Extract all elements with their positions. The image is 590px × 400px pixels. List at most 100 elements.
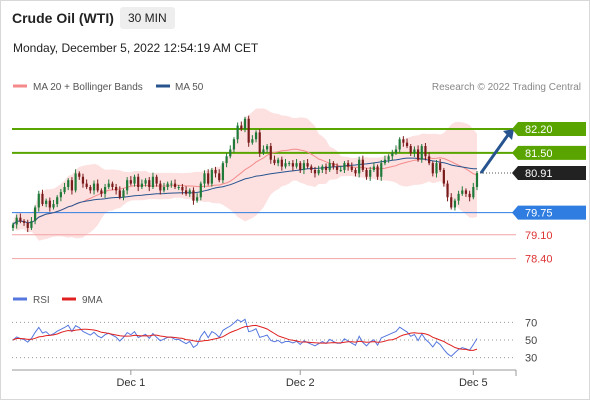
candle-body: [118, 190, 121, 198]
candle-body: [258, 132, 261, 153]
ma20-legend-label: MA 20 + Bollinger Bands: [33, 82, 143, 93]
candle-body: [151, 176, 155, 187]
candle-body: [115, 187, 118, 191]
candle-body: [428, 156, 431, 164]
candle-body: [435, 163, 438, 174]
candle-body: [302, 163, 306, 170]
candle-body: [166, 183, 169, 187]
candle-body: [11, 224, 15, 228]
candle-body: [284, 163, 287, 167]
candle-body: [391, 152, 394, 157]
candle-body: [439, 163, 442, 170]
candle-body: [67, 180, 70, 187]
rsi-line: [12, 318, 478, 358]
candle-body: [103, 187, 107, 194]
candle-body: [155, 176, 158, 184]
candle-body: [247, 118, 250, 143]
candle-body: [221, 163, 225, 181]
candle-body: [472, 187, 475, 198]
rsi-ma-legend-label: 9MA: [82, 295, 103, 306]
candle-body: [251, 139, 254, 143]
candle-body: [100, 190, 103, 194]
candle-body: [350, 166, 353, 170]
candle-body: [184, 190, 188, 194]
candle-body: [41, 193, 44, 205]
candle-body: [431, 163, 434, 174]
candle-body: [111, 183, 114, 187]
candle-body: [254, 132, 258, 140]
candle-body: [321, 166, 324, 170]
candle-body: [52, 204, 55, 208]
candle-body: [405, 142, 409, 147]
candle-body: [26, 222, 29, 228]
candle-body: [365, 169, 368, 177]
candle-body: [317, 169, 320, 174]
candle-body: [207, 173, 210, 184]
candle-body: [140, 183, 143, 187]
candle-body: [232, 139, 236, 150]
candle-body: [19, 217, 22, 222]
candle-body: [240, 125, 243, 129]
candle-body: [265, 146, 269, 150]
candle-body: [475, 173, 479, 187]
rsi-tick-label: 50: [525, 335, 537, 347]
resistance-price-label: 81.50: [525, 148, 553, 160]
x-tick-label: Dec 5: [459, 377, 488, 389]
candle-body: [372, 166, 375, 170]
candle-body: [442, 169, 445, 184]
candle-body: [424, 146, 427, 157]
candle-body: [56, 197, 59, 205]
target-arrow-head: [503, 129, 514, 140]
candle-body: [413, 149, 416, 153]
candle-body: [137, 176, 140, 187]
candle-body: [33, 207, 37, 222]
candle-body: [70, 180, 74, 191]
candle-body: [262, 149, 265, 153]
ma20-line: [12, 148, 478, 225]
candle-body: [81, 176, 85, 184]
candle-body: [159, 183, 162, 191]
timeframe-button[interactable]: 30 MIN: [120, 7, 175, 29]
candle-body: [133, 176, 136, 184]
candle-body: [214, 169, 217, 174]
candle-body: [96, 183, 99, 191]
candle-body: [409, 146, 412, 153]
candle-body: [339, 169, 342, 171]
candle-body: [181, 187, 184, 191]
candle-body: [92, 183, 96, 191]
candle-body: [225, 156, 228, 164]
candle-body: [328, 163, 331, 170]
candle-body: [347, 163, 350, 167]
pivot-price-tag: [512, 205, 586, 220]
candle-body: [129, 180, 132, 184]
support-price-label: 79.10: [525, 230, 553, 242]
candle-body: [218, 173, 221, 181]
candle-body: [107, 183, 110, 187]
candle-body: [299, 163, 302, 170]
candle-body: [85, 183, 88, 187]
candle-body: [236, 125, 239, 140]
candle-body: [126, 180, 129, 191]
candle-body: [192, 190, 195, 201]
candle-body: [74, 173, 77, 191]
candle-body: [369, 169, 372, 177]
candle-body: [387, 156, 390, 160]
candle-body: [199, 183, 202, 198]
rsi-ma-line: [12, 324, 478, 351]
support-price-label: 78.40: [525, 254, 553, 266]
candle-body: [420, 146, 423, 160]
candle-body: [173, 183, 177, 187]
candle-body: [170, 183, 173, 185]
target-arrow-shaft: [479, 134, 510, 174]
timestamp: Monday, December 5, 2022 12:54:19 AM CET: [13, 41, 259, 55]
watermark-text: Research © 2022 Trading Central: [432, 82, 581, 93]
candle-body: [177, 187, 180, 188]
ma50-line: [12, 157, 478, 225]
candle-body: [464, 190, 468, 194]
candle-body: [203, 173, 206, 184]
candle-body: [37, 193, 40, 208]
candle-body: [144, 180, 147, 184]
candle-body: [15, 217, 18, 225]
candle-body: [468, 193, 471, 198]
